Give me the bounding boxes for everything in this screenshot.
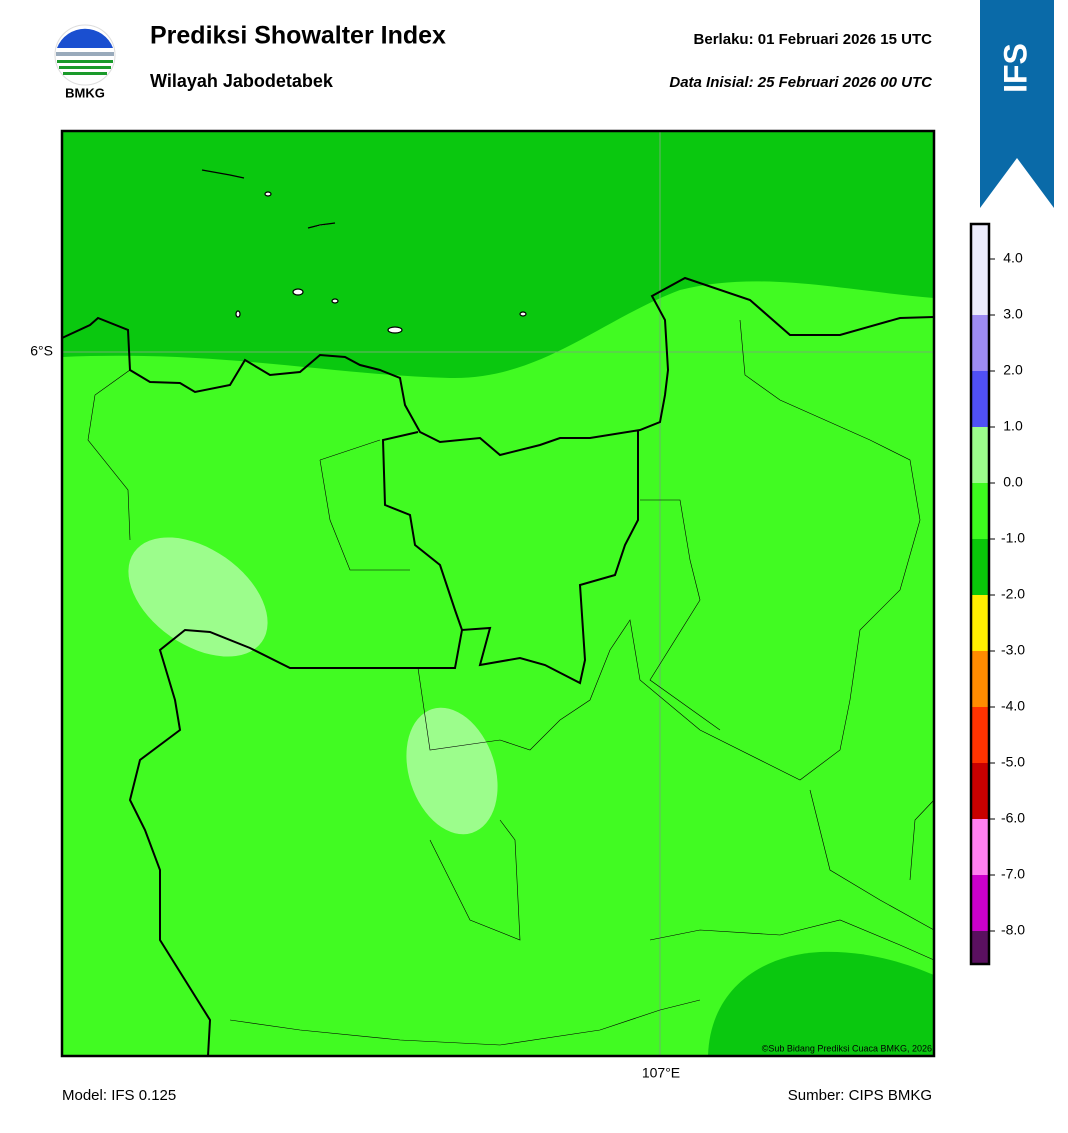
model-note: Model: IFS 0.125 [62, 1087, 176, 1104]
colorbar-swatch [971, 371, 989, 427]
title: Prediksi Showalter Index [150, 22, 446, 50]
subtitle: Wilayah Jabodetabek [150, 71, 334, 91]
colorbar-swatch [971, 707, 989, 763]
colorbar-tick-label: -1.0 [1001, 530, 1025, 546]
colorbar-swatch [971, 819, 989, 875]
colorbar-tick-label: -8.0 [1001, 922, 1025, 938]
copyright: ©Sub Bidang Prediksi Cuaca BMKG, 2026 [762, 1043, 932, 1053]
colorbar-swatch [971, 224, 989, 315]
valid-time: Berlaku: 01 Februari 2026 15 UTC [694, 31, 933, 48]
colorbar-swatch [971, 595, 989, 651]
colorbar-tick-label: 1.0 [1003, 418, 1023, 434]
colorbar-tick-label: -2.0 [1001, 586, 1025, 602]
colorbar-tick-label: 2.0 [1003, 362, 1023, 378]
colorbar-swatch [971, 539, 989, 595]
init-time: Data Inisial: 25 Februari 2026 00 UTC [669, 74, 933, 91]
colorbar-swatch [971, 875, 989, 931]
badge-text: IFS [997, 43, 1033, 93]
logo-text: BMKG [65, 85, 105, 100]
colorbar-swatch [971, 651, 989, 707]
colorbar-swatch [971, 763, 989, 819]
colorbar-tick-label: -7.0 [1001, 866, 1025, 882]
colorbar-swatch [971, 483, 989, 539]
colorbar-swatch [971, 315, 989, 371]
lon-label: 107°E [642, 1065, 680, 1081]
logo: BMKG [54, 24, 116, 100]
lat-label: 6°S [30, 343, 53, 359]
model-badge [980, 0, 1054, 208]
colorbar-frame [969, 222, 991, 966]
colorbar-swatch [971, 931, 989, 964]
map: 6°S 107°E ©Sub Bidang Prediksi Cuaca BMK… [30, 129, 936, 1081]
colorbar-tick-label: 4.0 [1003, 250, 1023, 266]
colorbar-tick-label: -5.0 [1001, 754, 1025, 770]
colorbar-tick-label: -6.0 [1001, 810, 1025, 826]
colorbar-tick-label: 0.0 [1003, 474, 1023, 490]
colorbar-swatch [971, 427, 989, 483]
colorbar-tick-label: -4.0 [1001, 698, 1025, 714]
colorbar: 4.0 3.0 2.0 1.0 0.0 -1.0 -2.0 -3.0 -4.0 -5.0 -6.0 -… [969, 222, 1025, 966]
colorbar-tick-label: -3.0 [1001, 642, 1025, 658]
source-note: Sumber: CIPS BMKG [788, 1087, 932, 1104]
colorbar-tick-label: 3.0 [1003, 306, 1023, 322]
